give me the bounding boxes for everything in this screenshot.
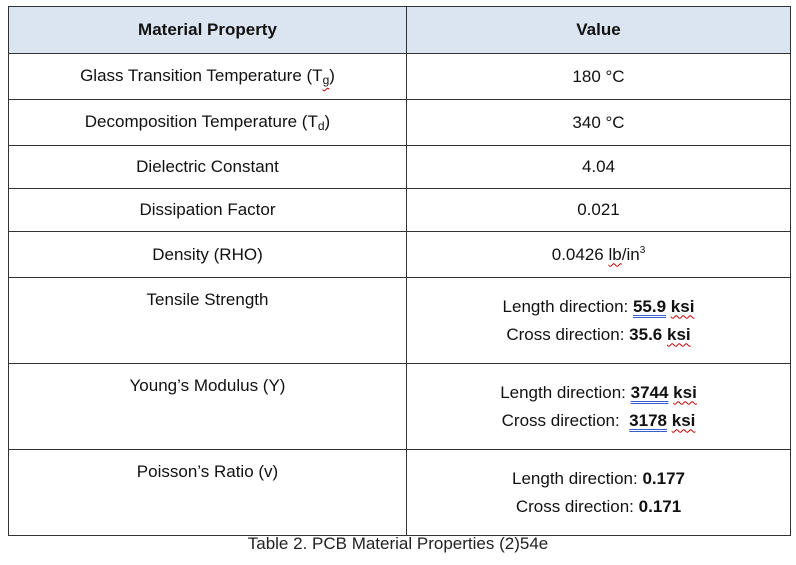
cross-direction-line: Cross direction: 3178 ksi [413, 407, 784, 435]
row-value: 4.04 [406, 145, 791, 189]
row-label: Glass Transition Temperature (Tg) [8, 53, 407, 100]
cross-value: 0.171 [638, 496, 682, 516]
table-row: Poisson’s Ratio (v) Length direction: 0.… [8, 449, 791, 536]
row-value: 340 °C [406, 99, 791, 146]
table-row: Density (RHO) 0.0426 lb/in3 [8, 231, 791, 278]
label-subscript: d [317, 119, 325, 133]
header-material-property: Material Property [8, 6, 407, 54]
table-header-row: Material Property Value [8, 6, 791, 54]
row-value: 0.021 [406, 188, 791, 232]
length-label: Length direction: [512, 468, 643, 488]
cross-label: Cross direction: [515, 496, 639, 516]
value-number: 0.0426 [551, 244, 609, 264]
label-text-end: ) [324, 112, 331, 131]
row-value: 0.0426 lb/in3 [406, 231, 791, 278]
cross-value: 35.6 [629, 324, 663, 344]
row-label: Poisson’s Ratio (v) [8, 449, 407, 536]
table-row: Dissipation Factor 0.021 [8, 188, 791, 232]
row-value: Length direction: 55.9 ksi Cross directi… [406, 277, 791, 364]
length-value: 55.9 [632, 296, 667, 316]
material-properties-table: Material Property Value Glass Transition… [8, 6, 791, 536]
label-subscript: g [322, 73, 330, 87]
table-row: Dielectric Constant 4.04 [8, 145, 791, 189]
row-label: Dissipation Factor [8, 188, 407, 232]
length-value: 0.177 [642, 468, 685, 488]
cross-value: 3178 [629, 410, 667, 430]
row-label: Tensile Strength [8, 277, 407, 364]
length-label: Length direction: [502, 296, 633, 316]
table-caption: Table 2. PCB Material Properties (2)54e [247, 534, 549, 553]
label-text-end: ) [329, 66, 335, 85]
length-direction-line: Length direction: 3744 ksi [413, 379, 784, 407]
table-row: Tensile Strength Length direction: 55.9 … [8, 277, 791, 364]
cross-direction-line: Cross direction: 35.6 ksi [413, 321, 784, 349]
row-label: Decomposition Temperature (Td) [8, 99, 407, 146]
length-value: 3744 [630, 382, 669, 402]
cross-direction-line: Cross direction: 0.171 [413, 493, 784, 521]
header-value: Value [406, 6, 791, 54]
value-superscript: 3 [639, 244, 646, 256]
cross-unit: ksi [671, 410, 696, 430]
table-row: Young’s Modulus (Y) Length direction: 37… [8, 363, 791, 450]
length-direction-line: Length direction: 55.9 ksi [413, 293, 784, 321]
cross-label: Cross direction: [501, 410, 630, 430]
table-row: Decomposition Temperature (Td) 340 °C [8, 99, 791, 146]
label-text: Decomposition Temperature (T [84, 112, 318, 131]
row-label: Dielectric Constant [8, 145, 407, 189]
value-unit-rest: /in [621, 244, 640, 264]
length-unit: ksi [673, 382, 697, 402]
row-label: Young’s Modulus (Y) [8, 363, 407, 450]
length-unit: ksi [670, 296, 695, 316]
cross-label: Cross direction: [506, 324, 630, 344]
row-label: Density (RHO) [8, 231, 407, 278]
length-direction-line: Length direction: 0.177 [413, 465, 784, 493]
table-row: Glass Transition Temperature (Tg) 180 °C [8, 53, 791, 100]
length-label: Length direction: [500, 382, 631, 402]
value-unit: lb [608, 244, 622, 264]
row-value: Length direction: 3744 ksi Cross directi… [406, 363, 791, 450]
row-value: 180 °C [406, 53, 791, 100]
label-text: Glass Transition Temperature (T [80, 66, 323, 85]
row-value: Length direction: 0.177 Cross direction:… [406, 449, 791, 536]
cross-unit: ksi [667, 324, 691, 344]
